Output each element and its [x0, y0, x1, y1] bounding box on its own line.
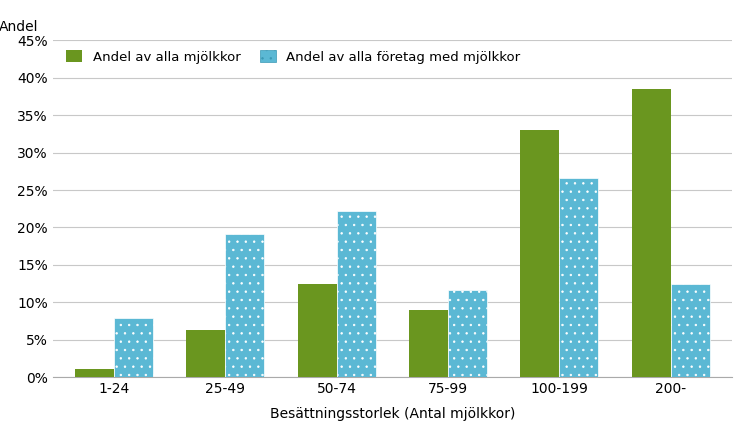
Bar: [559, 178, 599, 377]
Bar: [298, 284, 337, 377]
Bar: [632, 89, 671, 377]
Bar: [186, 330, 225, 377]
Bar: [520, 130, 559, 377]
Bar: [114, 318, 153, 377]
Bar: [448, 290, 487, 377]
Bar: [671, 284, 709, 377]
Legend: Andel av alla mjölkkor, Andel av alla företag med mjölkkor: Andel av alla mjölkkor, Andel av alla fö…: [67, 51, 520, 64]
Bar: [225, 234, 265, 377]
Bar: [75, 369, 114, 377]
X-axis label: Besättningsstorlek (Antal mjölkkor): Besättningsstorlek (Antal mjölkkor): [270, 407, 515, 421]
Bar: [409, 310, 448, 377]
Bar: [337, 211, 375, 377]
Text: Andel: Andel: [0, 20, 38, 34]
